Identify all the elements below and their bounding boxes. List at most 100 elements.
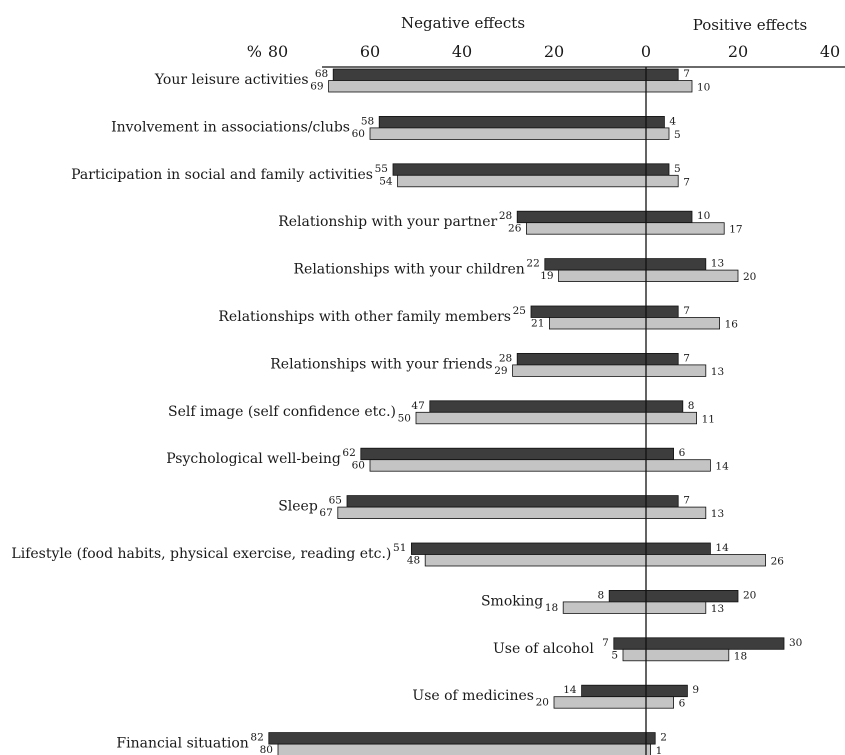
category-label: Relationships with your children [294, 262, 525, 278]
value-label-b-positive: 13 [711, 603, 724, 615]
value-label-a-positive: 4 [669, 115, 676, 127]
value-label-a-negative: 47 [411, 400, 424, 412]
category-label: Relationships with other family members [218, 309, 511, 325]
bar-a-positive [645, 495, 679, 508]
bar-b-positive [645, 269, 739, 283]
bar-b-negative [328, 80, 647, 93]
value-label-b-negative: 48 [407, 555, 420, 567]
value-label-b-positive: 10 [697, 82, 710, 94]
value-label-a-positive: 30 [789, 637, 802, 649]
bar-b-positive [645, 174, 679, 188]
bar-b-positive [645, 506, 707, 520]
bar-b-negative [424, 554, 647, 567]
value-label-a-negative: 51 [393, 542, 406, 554]
value-label-b-positive: 5 [674, 129, 681, 141]
value-label-b-negative: 60 [352, 460, 365, 472]
x-tick-negative-60: 60 [360, 42, 380, 61]
value-label-a-positive: 6 [679, 447, 686, 459]
bar-b-negative [415, 411, 647, 425]
category-label: Use of medicines [412, 688, 534, 704]
bar-a-positive [645, 447, 675, 461]
value-label-a-negative: 58 [361, 115, 374, 127]
value-label-a-positive: 5 [674, 163, 681, 175]
category-label: Financial situation [116, 736, 248, 752]
value-label-a-negative: 25 [513, 305, 526, 317]
value-label-b-negative: 5 [611, 649, 618, 661]
value-label-a-positive: 7 [683, 352, 690, 364]
category-label: Your leisure activities [154, 72, 309, 88]
bar-a-negative [516, 352, 647, 366]
value-label-b-negative: 18 [545, 602, 558, 614]
bar-a-negative [268, 732, 647, 745]
bar-a-positive [645, 258, 707, 271]
value-label-a-negative: 22 [526, 258, 539, 270]
value-label-a-negative: 28 [499, 210, 512, 222]
x-axis-ticks: 80 60 40 20 0 20 40 [268, 42, 840, 61]
bar-a-positive [645, 590, 739, 603]
value-label-a-negative: 55 [375, 163, 388, 175]
bar-b-negative [622, 648, 647, 662]
bar-b-positive [645, 601, 707, 614]
bar-a-positive [645, 116, 665, 129]
bar-b-positive [645, 222, 725, 235]
category-label: Sleep [278, 499, 318, 515]
bar-b-negative [549, 317, 647, 330]
value-label-b-positive: 16 [725, 319, 739, 331]
bar-b-positive [645, 80, 693, 93]
bar-b-negative [337, 506, 647, 520]
bars-group [268, 68, 785, 755]
x-tick-negative-80: 80 [268, 42, 288, 61]
value-label-b-negative: 50 [398, 412, 411, 424]
bar-a-positive [645, 210, 693, 224]
value-label-a-positive: 10 [697, 210, 710, 222]
bar-b-negative [369, 459, 647, 472]
bar-a-negative [332, 68, 647, 81]
value-label-b-positive: 13 [711, 508, 724, 520]
value-label-b-positive: 17 [729, 224, 742, 236]
category-label: Lifestyle (food habits, physical exercis… [11, 546, 391, 562]
bar-a-negative [530, 305, 647, 318]
bar-a-negative [378, 116, 647, 129]
value-label-a-negative: 82 [250, 732, 263, 744]
bar-a-positive [645, 542, 711, 555]
value-label-a-positive: 7 [683, 305, 690, 317]
bar-b-negative [558, 269, 647, 283]
axis-unit-label: % [247, 42, 262, 61]
bar-b-positive [645, 411, 697, 425]
bar-a-positive [645, 637, 785, 650]
bar-b-positive [645, 317, 720, 330]
value-label-b-negative: 20 [536, 697, 549, 709]
value-label-a-positive: 9 [692, 684, 699, 696]
value-label-a-positive: 14 [715, 542, 729, 554]
value-label-a-positive: 8 [688, 400, 695, 412]
bar-a-negative [516, 210, 647, 224]
bar-b-negative [562, 601, 647, 614]
bar-b-negative [553, 696, 647, 709]
value-label-b-positive: 7 [683, 176, 690, 188]
bar-b-positive [645, 554, 766, 567]
value-label-a-positive: 2 [660, 732, 667, 744]
bar-b-negative [369, 127, 647, 140]
bar-a-negative [544, 258, 647, 271]
value-label-a-negative: 8 [598, 589, 605, 601]
category-label: Psychological well-being [166, 451, 341, 467]
category-label: Use of alcohol [493, 641, 594, 657]
bar-a-positive [645, 400, 684, 413]
bar-b-positive [645, 364, 707, 377]
bar-a-positive [645, 684, 688, 698]
bar-a-negative [613, 637, 647, 650]
bar-b-negative [397, 174, 647, 188]
value-label-a-positive: 7 [683, 68, 690, 80]
value-label-b-negative: 69 [310, 81, 323, 93]
value-label-a-negative: 28 [499, 352, 512, 364]
value-label-b-negative: 54 [379, 175, 393, 187]
value-label-b-negative: 60 [352, 128, 365, 140]
value-label-a-negative: 14 [563, 684, 577, 696]
category-label: Self image (self confidence etc.) [168, 404, 396, 420]
bar-b-positive [645, 648, 730, 662]
value-label-b-negative: 21 [531, 318, 544, 330]
header-negative-effects: Negative effects [401, 14, 525, 32]
bar-b-negative [526, 222, 647, 235]
